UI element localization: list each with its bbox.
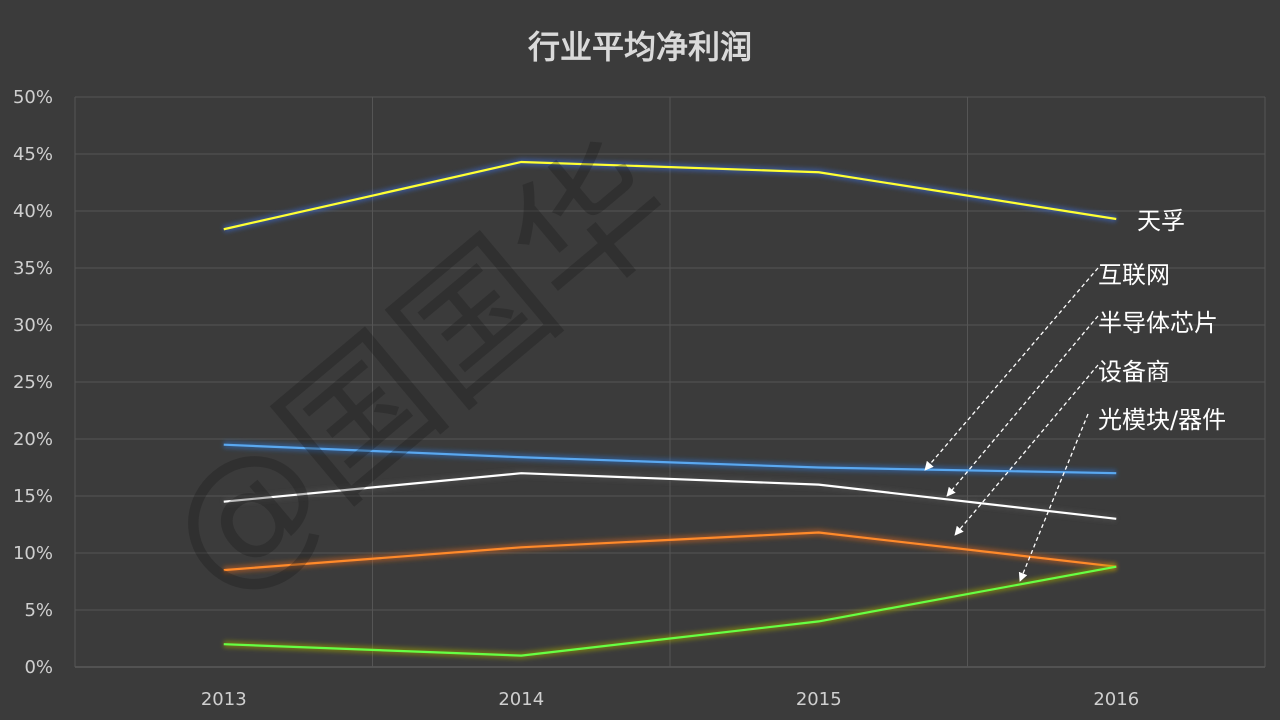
label-arrows (924, 267, 1099, 582)
x-axis-ticks: 2013 2014 2015 2016 (201, 689, 1139, 710)
y-tick-label: 0% (24, 657, 53, 678)
y-tick-label: 35% (13, 258, 53, 279)
series-label: 半导体芯片 (1098, 309, 1218, 337)
y-tick-label: 10% (13, 543, 53, 564)
series-lines (222, 158, 1117, 660)
x-tick-label: 2015 (796, 689, 842, 710)
y-tick-label: 40% (13, 201, 53, 222)
x-tick-label: 2016 (1093, 689, 1139, 710)
gridlines (74, 96, 1266, 668)
series-label: 设备商 (1098, 358, 1170, 386)
y-tick-label: 45% (13, 144, 53, 165)
series-line (223, 531, 1117, 572)
y-tick-label: 25% (13, 372, 53, 393)
label-arrow (1018, 413, 1089, 582)
series-line (223, 565, 1117, 657)
series-label: 光模块/器件 (1098, 406, 1226, 434)
label-arrow (924, 267, 1099, 471)
series-line (223, 472, 1117, 520)
label-arrow (954, 364, 1099, 536)
chart-title: 行业平均净利润 (527, 28, 752, 66)
series-label: 天孚 (1137, 207, 1185, 235)
x-tick-label: 2013 (201, 689, 247, 710)
x-tick-label: 2014 (498, 689, 544, 710)
series-line (223, 443, 1117, 475)
y-tick-label: 50% (13, 87, 53, 108)
y-tick-label: 5% (24, 600, 53, 621)
series-line (223, 160, 1117, 231)
y-tick-label: 30% (13, 315, 53, 336)
y-tick-label: 15% (13, 486, 53, 507)
y-axis-ticks: 0% 5% 10% 15% 20% 25% 30% 35% 40% 45% 50% (13, 87, 53, 678)
y-tick-label: 20% (13, 429, 53, 450)
series-label: 互联网 (1098, 261, 1170, 289)
